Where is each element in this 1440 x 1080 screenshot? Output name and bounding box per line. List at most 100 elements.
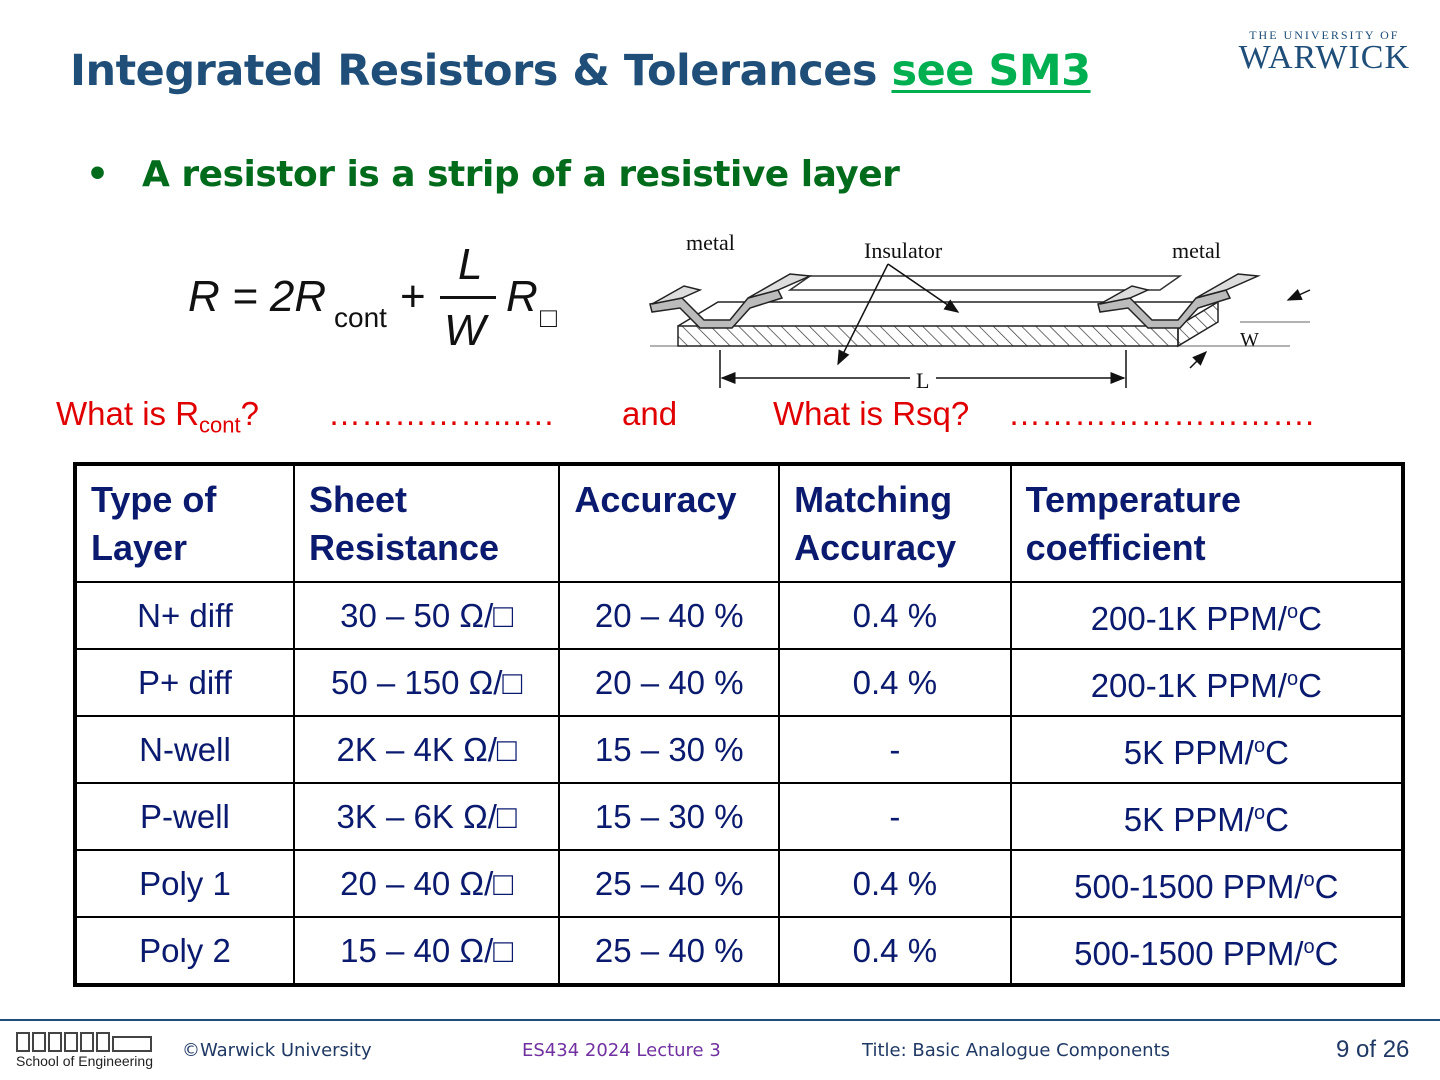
cell-accuracy: 20 – 40 %: [558, 581, 781, 650]
slide-title-text: Integrated Resistors & Tolerances: [70, 46, 878, 96]
tempco-degree: o: [1286, 601, 1299, 623]
bullet-marker: •: [86, 154, 109, 195]
cell-tempco: 500-1500 PPM/oC: [1009, 916, 1405, 986]
table-row: Poly 1 20 – 40 Ω/□ 25 – 40 % 0.4 % 500-1…: [74, 849, 1405, 918]
header-text: Type of: [91, 479, 217, 520]
footer-divider: [0, 1019, 1440, 1021]
formula-rsq: R: [506, 272, 538, 321]
formula-lhs: R = 2R: [188, 272, 327, 321]
cell-matching: -: [778, 715, 1012, 784]
header-text: Sheet: [308, 479, 407, 520]
cell-tempco: 200-1K PPM/oC: [1009, 581, 1405, 650]
header-temperature-coefficient: Temperature coefficient: [1009, 463, 1405, 583]
cell-sheet: 30 – 50 Ω/□: [292, 581, 561, 650]
question-rcont-prefix: What is R: [56, 395, 200, 432]
formula-cont-sub: cont: [334, 302, 387, 333]
cell-matching: -: [778, 782, 1012, 851]
tempco-unit: C: [1298, 600, 1322, 637]
cell-accuracy: 25 – 40 %: [558, 849, 781, 918]
cell-matching: 0.4 %: [778, 581, 1012, 650]
slide-title: Integrated Resistors & Tolerances see SM…: [70, 46, 1091, 96]
tempco-degree: o: [1253, 802, 1266, 824]
question-dots-2: ……………………….: [1008, 395, 1315, 432]
cell-sheet: 3K – 6K Ω/□: [292, 782, 561, 851]
question-rcont-sub: cont: [199, 412, 241, 438]
footer-copyright: ©Warwick University: [182, 1040, 372, 1061]
header-text: Temperature: [1025, 479, 1242, 520]
tempco-degree: o: [1303, 936, 1315, 958]
header-accuracy: Accuracy: [558, 463, 781, 583]
cell-sheet: 2K – 4K Ω/□: [292, 715, 561, 784]
label-w: W: [1240, 329, 1259, 351]
tempco-unit: C: [1265, 801, 1289, 838]
cell-tempco: 5K PPM/oC: [1009, 782, 1405, 851]
footer-title: Title: Basic Analogue Components: [862, 1040, 1171, 1061]
metal-contact-left: [649, 273, 813, 329]
tempco-value: 500-1500 PPM/: [1074, 868, 1304, 905]
table-row: N+ diff 30 – 50 Ω/□ 20 – 40 % 0.4 % 200-…: [74, 581, 1405, 650]
tempco-degree: o: [1303, 869, 1315, 891]
school-of-engineering-logo: School of Engineering: [16, 1026, 166, 1069]
header-matching-accuracy: Matching Accuracy: [778, 463, 1012, 583]
header-sheet-resistance: Sheet Resistance: [292, 463, 561, 583]
cell-type: Poly 1: [74, 849, 295, 918]
cell-tempco: 200-1K PPM/oC: [1009, 648, 1405, 717]
warwick-logo: THE UNIVERSITY OF WARWICK: [1239, 28, 1410, 75]
formula-plus: +: [400, 272, 426, 321]
header-text: Accuracy: [794, 527, 957, 568]
tempco-degree: o: [1286, 668, 1299, 690]
table-row: Poly 2 15 – 40 Ω/□ 25 – 40 % 0.4 % 500-1…: [74, 916, 1405, 986]
cell-type: N+ diff: [74, 581, 295, 650]
tempco-degree: o: [1253, 735, 1266, 757]
header-text: Resistance: [308, 527, 500, 568]
bullet-point: • A resistor is a strip of a resistive la…: [86, 154, 900, 195]
cell-sheet: 50 – 150 Ω/□: [292, 648, 561, 717]
header-text: Accuracy: [574, 479, 737, 520]
logo-small-text: THE UNIVERSITY OF: [1249, 28, 1400, 42]
tempco-unit: C: [1314, 935, 1339, 972]
school-label: School of Engineering: [16, 1053, 153, 1069]
question-rcont-suffix: ?: [240, 395, 259, 432]
table-row: N-well 2K – 4K Ω/□ 15 – 30 % - 5K PPM/oC: [74, 715, 1405, 784]
resistive-strip: [677, 325, 1179, 347]
header-text: Matching: [794, 479, 953, 520]
question-dots-1: ……………..….: [328, 395, 554, 432]
formula-denominator: W: [444, 306, 486, 355]
cell-accuracy: 15 – 30 %: [558, 715, 781, 784]
header-text: Layer: [91, 527, 188, 568]
question-rsq: What is Rsq?: [773, 395, 970, 432]
resistor-layers-table: Type of Layer Sheet Resistance Accuracy Ma…: [73, 462, 1405, 987]
cell-type: Poly 2: [74, 916, 295, 986]
question-rcont: What is Rcont?: [56, 395, 259, 439]
formula-square-sub: □: [540, 302, 557, 333]
resistor-diagram: metal Insulator metal W L: [649, 230, 1311, 393]
cell-matching: 0.4 %: [778, 916, 1012, 986]
cell-accuracy: 15 – 30 %: [558, 782, 781, 851]
see-sm3-link[interactable]: see SM3: [891, 46, 1091, 96]
cell-tempco: 5K PPM/oC: [1009, 715, 1405, 784]
question-and: and: [622, 395, 678, 432]
cell-matching: 0.4 %: [778, 849, 1012, 918]
fraction-bar: [440, 296, 496, 299]
cell-accuracy: 20 – 40 %: [558, 648, 781, 717]
cell-tempco: 500-1500 PPM/oC: [1009, 849, 1405, 918]
cell-sheet: 15 – 40 Ω/□: [292, 916, 561, 986]
tempco-value: 200-1K PPM/: [1090, 667, 1287, 704]
cell-type: N-well: [74, 715, 295, 784]
label-insulator: Insulator: [864, 238, 943, 263]
tempco-value: 5K PPM/: [1123, 801, 1254, 838]
cell-matching: 0.4 %: [778, 648, 1012, 717]
cell-sheet: 20 – 40 Ω/□: [292, 849, 561, 918]
page-number: 9 of 26: [1336, 1036, 1410, 1063]
metal-contact-right: [1097, 273, 1261, 329]
cell-type: P-well: [74, 782, 295, 851]
cell-accuracy: 25 – 40 %: [558, 916, 781, 986]
tempco-value: 500-1500 PPM/: [1074, 935, 1304, 972]
label-metal-left: metal: [686, 230, 735, 255]
header-type-of-layer: Type of Layer: [74, 463, 295, 583]
tempco-unit: C: [1265, 734, 1289, 771]
cell-type: P+ diff: [74, 648, 295, 717]
label-l: L: [916, 368, 929, 393]
footer-course: ES434 2024 Lecture 3: [522, 1040, 721, 1061]
tempco-value: 200-1K PPM/: [1090, 600, 1287, 637]
